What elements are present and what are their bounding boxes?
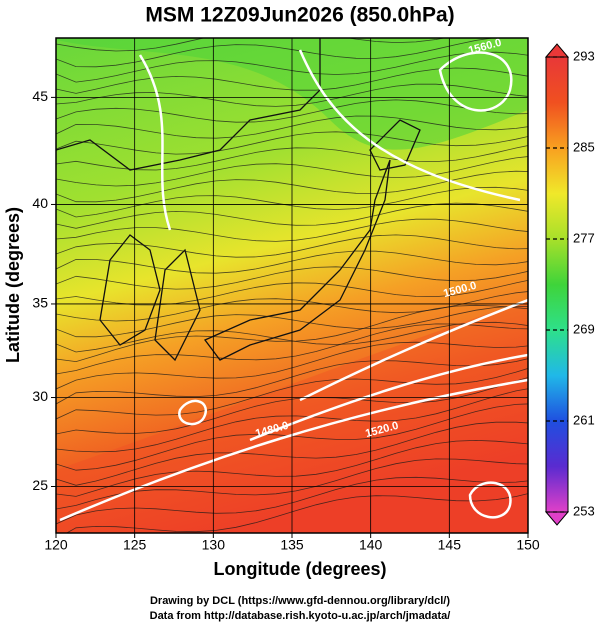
grid	[56, 38, 528, 533]
y-tick-label: 35	[32, 295, 48, 311]
x-tick-label: 140	[359, 537, 383, 553]
streamline	[56, 234, 528, 258]
y-tick-label: 25	[32, 477, 48, 493]
axes: 120 125 130 135 140 145 150 25 30 35 40 45	[32, 88, 539, 553]
colorbar	[545, 56, 569, 513]
colorbar-tick-label: 269	[573, 321, 595, 336]
streamline	[56, 403, 528, 471]
colorbar-extend-bottom	[544, 511, 570, 526]
streamline	[56, 186, 528, 218]
streamline	[56, 323, 528, 375]
streamline	[56, 170, 528, 203]
streamline	[56, 291, 528, 322]
coastline	[56, 38, 421, 362]
streamline	[56, 38, 496, 68]
title: MSM 12Z09Jun2026 (850.0hPa)	[145, 4, 454, 27]
streamline	[56, 476, 528, 525]
cool-region	[56, 38, 528, 150]
streamline	[56, 305, 528, 338]
contour-line	[59, 49, 528, 522]
y-axis-label: Latitude (degrees)	[3, 207, 23, 363]
streamline	[56, 202, 528, 229]
y-tick-label: 30	[32, 388, 48, 404]
colorbar-tick-label: 285	[573, 139, 595, 154]
streamline	[56, 341, 528, 390]
streamline	[56, 421, 528, 486]
streamline	[56, 279, 528, 306]
colorbar-tick-label: 293	[573, 48, 595, 63]
colorbar-tick-label: 277	[573, 230, 595, 245]
x-tick-label: 125	[123, 537, 147, 553]
footer-line: Data from http://database.rish.kyoto-u.a…	[150, 610, 451, 622]
streamline	[56, 156, 528, 187]
x-tick-label: 135	[280, 537, 304, 553]
y-tick-label: 45	[32, 88, 48, 104]
x-axis-label: Longitude (degrees)	[213, 559, 386, 579]
streamline	[56, 83, 528, 107]
streamline	[56, 51, 528, 83]
streamline	[56, 358, 528, 405]
streamlines	[56, 38, 528, 533]
y-tick-label: 40	[32, 195, 48, 211]
colorbar-tick-label: 261	[573, 412, 595, 427]
streamline	[56, 67, 528, 94]
streamline	[56, 38, 447, 52]
streamline	[56, 131, 528, 155]
colorbar-tick-label: 253	[573, 503, 595, 518]
x-tick-label: 120	[44, 537, 68, 553]
footer-line: Drawing by DCL (https://www.gfd-dennou.o…	[150, 595, 450, 607]
streamline	[56, 115, 528, 139]
streamline	[56, 304, 528, 363]
x-tick-label: 130	[202, 537, 226, 553]
x-tick-label: 145	[438, 537, 462, 553]
streamline	[56, 218, 528, 242]
streamline	[56, 368, 528, 420]
streamline	[56, 388, 528, 453]
streamline	[56, 99, 528, 123]
streamline	[56, 145, 528, 171]
streamline	[56, 458, 528, 510]
streamline	[56, 250, 528, 274]
colorbar-extend-top	[544, 43, 570, 58]
x-tick-label: 150	[516, 537, 540, 553]
streamline	[56, 439, 528, 497]
streamline	[65, 493, 528, 533]
streamline	[56, 266, 528, 290]
